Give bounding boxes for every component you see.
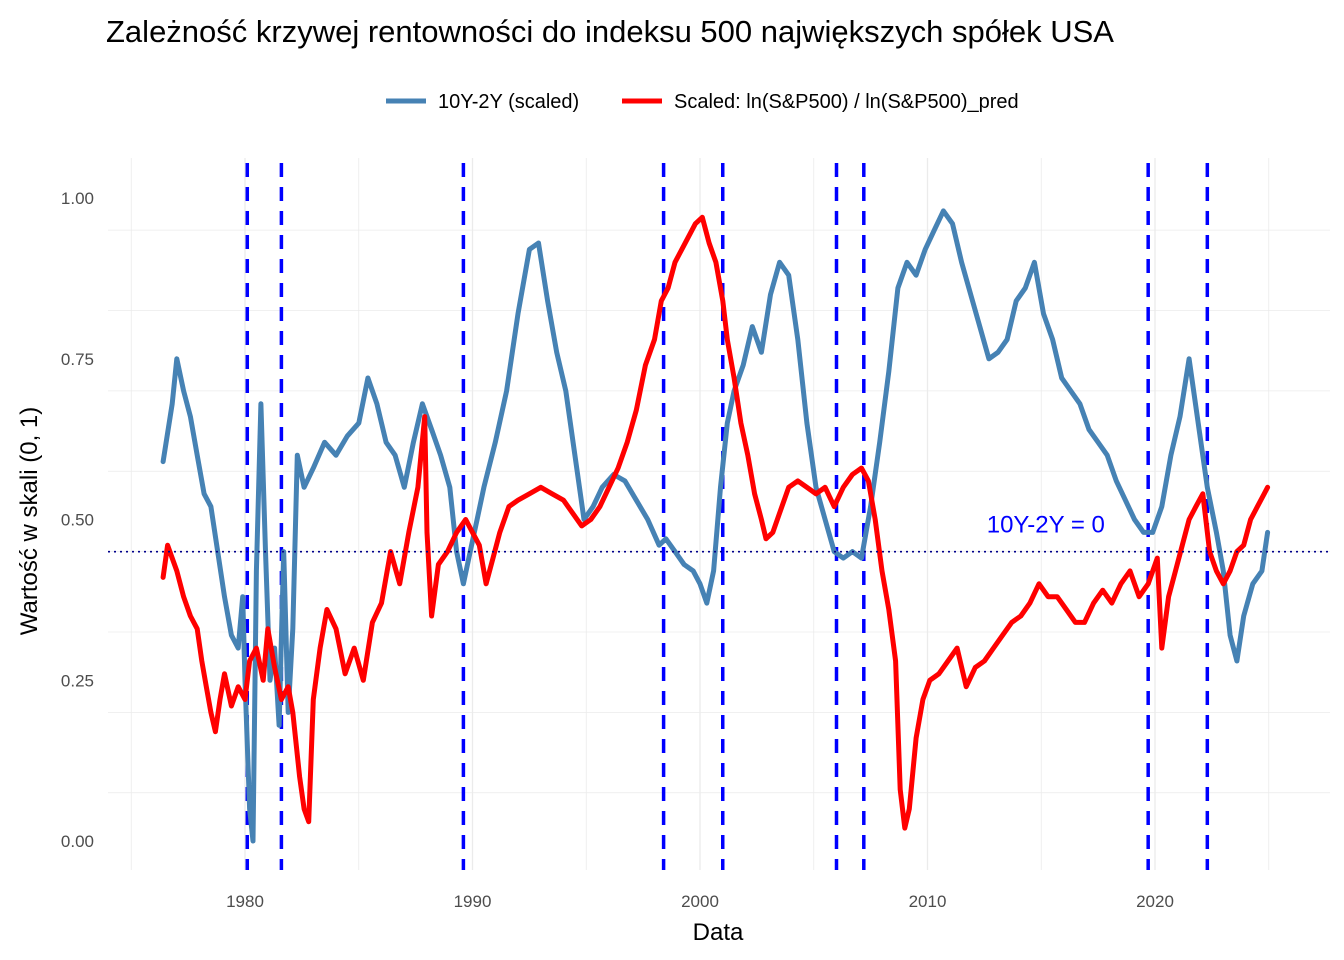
x-tick-label: 1980 [226,892,264,911]
y-tick-label: 1.00 [61,189,94,208]
series-line-sp500 [160,214,1271,831]
x-tick-label: 1990 [454,892,492,911]
y-tick-label: 0.00 [61,832,94,851]
legend-label: 10Y-2Y (scaled) [438,91,579,113]
x-tick-label: 2010 [909,892,947,911]
chart-title: Zależność krzywej rentowności do indeksu… [106,14,1114,49]
series-lines [160,208,1271,844]
hline-annotation: 10Y-2Y = 0 [987,512,1105,539]
x-axis-title: Data [693,919,744,946]
y-axis-title: Wartość w skali (0, 1) [16,407,43,635]
x-tick-label: 2020 [1136,892,1174,911]
y-tick-label: 0.50 [61,511,94,530]
zero-spread-line: 10Y-2Y = 0 [108,512,1328,553]
series-line-10y2y [160,208,1271,844]
grid [108,158,1330,870]
x-tick-labels: 1980 1990 2000 2010 2020 [226,892,1174,911]
x-tick-label: 2000 [681,892,719,911]
legend-label: Scaled: ln(S&P500) / ln(S&P500)_pred [674,91,1019,113]
legend: 10Y-2Y (scaled) Scaled: ln(S&P500) / ln(S… [386,91,1019,113]
y-tick-labels: 0.00 0.25 0.50 0.75 1.00 [61,189,94,851]
y-tick-label: 0.75 [61,350,94,369]
y-tick-label: 0.25 [61,671,94,690]
